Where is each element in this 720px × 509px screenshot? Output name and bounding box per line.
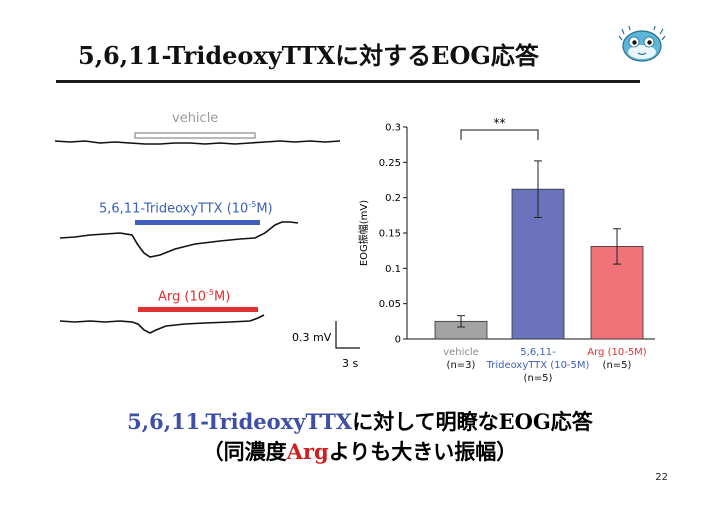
conclusion-line-2-end: よりも大きい振幅）	[328, 439, 518, 464]
y-tick-label: 0	[395, 335, 401, 346]
conclusion-line-2: （同濃度Argよりも大きい振幅）	[0, 436, 720, 466]
arg-trace-label-unit: M)	[214, 289, 231, 305]
significance-bracket	[460, 129, 539, 140]
ttx-trace-label-main: 5,6,11-TrideoxyTTX (10	[99, 201, 249, 217]
category-label-1: (n=5)	[524, 373, 553, 384]
y-tick-label: 0.1	[385, 264, 401, 275]
conclusion-arg: Arg	[286, 439, 329, 464]
vehicle-trace-label: vehicle	[172, 111, 219, 126]
y-tick-label: 0.2	[385, 193, 401, 204]
arg-trace-label-main: Arg (10	[158, 289, 207, 305]
category-label-2: Arg (10-5M)	[587, 347, 647, 358]
y-tick-label: 0.3	[385, 123, 401, 134]
category-label-0: vehicle	[443, 347, 479, 358]
category-label-0: (n=3)	[447, 360, 476, 371]
scale-bar	[335, 321, 360, 349]
eog-traces	[54, 132, 360, 349]
category-label-1: 5,6,11-	[520, 347, 556, 358]
eog-bar-chart: 0 0.05 0.1 0.15 0.2 0.25 0.3 EOG振幅(mV) vehicle (n…	[345, 112, 675, 392]
conclusion-compound-name: 5,6,11-TrideoxyTTX	[127, 409, 353, 434]
vehicle-trace	[54, 140, 341, 145]
ttx-stimulus-bar	[135, 220, 260, 225]
pufferfish-logo-icon	[618, 26, 666, 62]
arg-stimulus-bar	[138, 307, 258, 312]
scale-s-label: 3 s	[342, 357, 359, 370]
conclusion-line-2-start: （同濃度	[202, 439, 287, 464]
y-tick-label: 0.15	[379, 229, 401, 240]
vehicle-stimulus-bar	[134, 132, 256, 139]
title-divider	[56, 80, 640, 83]
significance-label: **	[494, 116, 506, 130]
arg-trace-label-exponent: -5	[206, 288, 214, 297]
conclusion-line-1: 5,6,11-TrideoxyTTXに対して明瞭なEOG応答	[0, 406, 720, 436]
category-label-1: TrideoxyTTX (10-5M)	[486, 360, 590, 371]
bar-chart-svg: 0 0.05 0.1 0.15 0.2 0.25 0.3 EOG振幅(mV) vehicle (n…	[357, 116, 655, 384]
ttx-trace-label-exponent: -5	[248, 200, 257, 209]
y-axis-label: EOG振幅(mV)	[357, 200, 370, 266]
y-tick-label: 0.05	[379, 299, 401, 310]
conclusion-line-1-rest: に対して明瞭なEOG応答	[352, 409, 593, 434]
slide-title: 5,6,11-TrideoxyTTXに対するEOG応答	[78, 41, 539, 70]
arg-trace	[59, 314, 265, 334]
ttx-trace-label: 5,6,11-TrideoxyTTX (10-5M)	[99, 200, 273, 216]
scale-mv-label: 0.3 mV	[292, 331, 332, 344]
ttx-trace	[59, 221, 299, 258]
ttx-trace-label-unit: M)	[256, 201, 273, 217]
category-label-2: (n=5)	[603, 360, 632, 371]
page-number: 22	[655, 472, 668, 483]
arg-trace-label: Arg (10-5M)	[158, 288, 230, 304]
y-tick-label: 0.25	[379, 158, 401, 169]
